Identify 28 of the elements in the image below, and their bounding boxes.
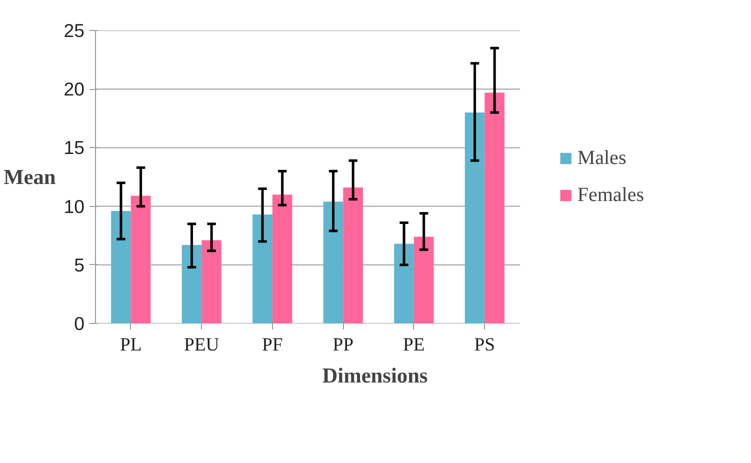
x-axis-title: Dimensions	[322, 364, 428, 388]
bar	[484, 92, 504, 324]
y-tick-label: 5	[74, 254, 85, 276]
x-tick-label: PL	[120, 334, 142, 356]
bar	[252, 214, 272, 324]
x-tick-label: PEU	[184, 334, 220, 356]
bar	[464, 112, 485, 324]
bar	[343, 188, 363, 324]
x-tick-label: PE	[403, 334, 425, 356]
bar	[272, 194, 292, 324]
y-tick-label: 25	[64, 20, 85, 41]
bar	[130, 196, 151, 324]
bar	[414, 236, 434, 324]
legend-label: Males	[577, 146, 626, 170]
bar	[323, 202, 344, 324]
x-tick-label: PP	[332, 334, 354, 356]
y-tick-label: 0	[74, 313, 85, 334]
y-tick-label: 15	[64, 137, 85, 158]
bar	[182, 244, 202, 324]
y-tick-label: 10	[64, 196, 85, 217]
x-tick-label: PS	[474, 334, 496, 356]
y-tick-label: 20	[64, 78, 85, 100]
x-tick-label: PF	[262, 334, 283, 356]
legend-label: Females	[577, 184, 644, 206]
y-axis-title: Mean	[4, 165, 56, 189]
bar	[111, 210, 131, 324]
bar	[394, 244, 414, 324]
bar	[202, 240, 222, 324]
